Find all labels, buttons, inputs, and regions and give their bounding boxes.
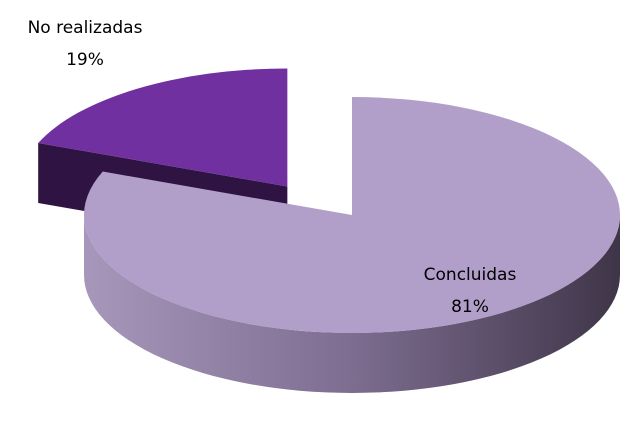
slice-label: Concluidas — [424, 265, 517, 285]
slice-value-label: 19% — [66, 50, 104, 70]
pie — [38, 68, 621, 393]
slice-value-label: 81% — [451, 297, 489, 317]
slice-label: No realizadas — [28, 18, 143, 38]
labels: No realizadas 19% Concluidas 81% — [28, 18, 517, 317]
slice-side — [84, 215, 620, 393]
slice — [83, 97, 621, 333]
slice — [38, 68, 288, 187]
